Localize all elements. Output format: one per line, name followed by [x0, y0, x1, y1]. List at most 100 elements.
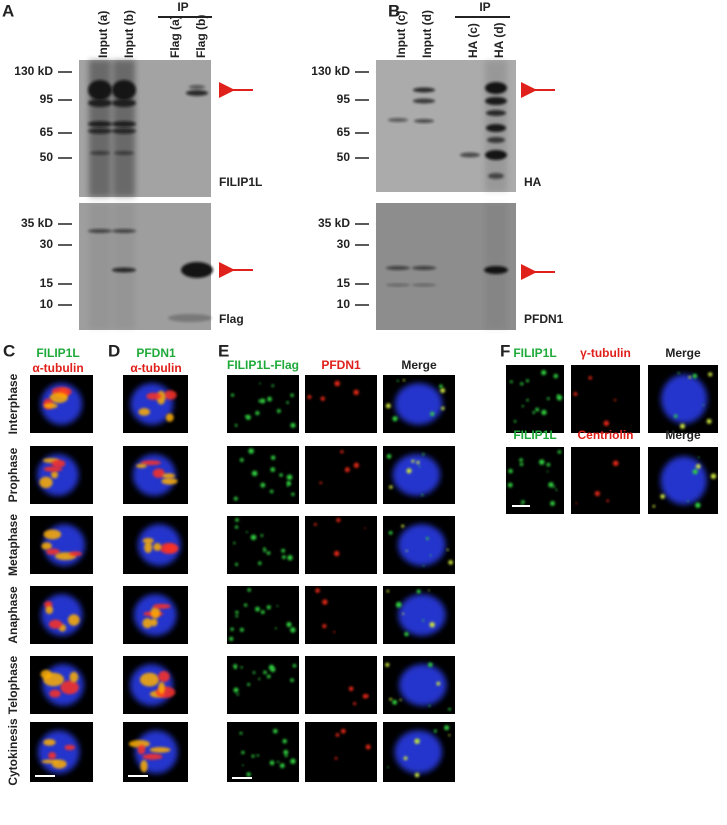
- spot: [273, 728, 278, 734]
- spot: [283, 749, 289, 755]
- marker-label: 95: [40, 92, 54, 106]
- spot: [708, 372, 713, 377]
- spot: [247, 588, 251, 592]
- spot: [436, 681, 441, 686]
- spot: [507, 482, 513, 488]
- marker-label: 50: [337, 150, 351, 164]
- spot: [526, 379, 529, 383]
- spot: [405, 549, 408, 552]
- micrograph: [305, 516, 377, 574]
- marker-label: 65: [337, 125, 351, 139]
- spot: [270, 467, 276, 472]
- micrograph-signal: [307, 380, 359, 401]
- antibody-label: FILIP1L: [219, 175, 262, 189]
- ip-label: IP: [479, 0, 490, 14]
- micrograph-signal: [130, 664, 176, 706]
- band: [485, 97, 507, 105]
- lane-label: Input (c): [394, 11, 408, 58]
- spindle: [152, 468, 165, 478]
- spindle: [51, 470, 59, 479]
- spot: [279, 763, 285, 769]
- spot: [386, 454, 392, 459]
- spot: [362, 694, 368, 699]
- band: [486, 124, 506, 132]
- band: [414, 119, 434, 123]
- column-header: FILIP1L: [513, 428, 556, 442]
- phase-label: Anaphase: [6, 586, 20, 644]
- spot: [430, 411, 435, 417]
- spot: [290, 678, 294, 682]
- spindle: [136, 463, 147, 469]
- spot: [235, 525, 239, 529]
- spindle: [39, 476, 53, 489]
- spot: [446, 548, 449, 551]
- micrograph-signal: [233, 663, 297, 696]
- spot: [365, 744, 371, 750]
- spot: [404, 632, 409, 637]
- spot: [509, 380, 513, 384]
- spot: [414, 738, 420, 744]
- nucleus: [399, 664, 447, 706]
- ip-label: IP: [177, 0, 188, 14]
- spot: [418, 465, 421, 468]
- spot: [552, 485, 556, 488]
- spot: [322, 624, 327, 629]
- spot: [386, 589, 390, 593]
- spot: [548, 482, 554, 488]
- spot: [292, 663, 297, 668]
- spot: [364, 527, 366, 530]
- spot: [603, 420, 610, 427]
- column-header: Merge: [401, 358, 437, 372]
- spot: [652, 504, 656, 508]
- band: [460, 152, 480, 158]
- spot: [353, 702, 357, 706]
- spot: [233, 664, 238, 669]
- spot: [239, 458, 244, 462]
- spot: [411, 459, 415, 463]
- spot: [271, 455, 276, 460]
- spot: [541, 370, 547, 376]
- spindle: [163, 390, 177, 400]
- spot: [513, 420, 517, 423]
- spot: [269, 760, 275, 766]
- spot: [688, 375, 692, 379]
- spot: [526, 399, 529, 402]
- spindle: [64, 744, 76, 751]
- micrograph: [227, 586, 299, 644]
- spot: [588, 376, 592, 380]
- spindle: [43, 529, 62, 540]
- spot: [256, 754, 259, 757]
- marker-label: 50: [40, 150, 54, 164]
- spot: [575, 502, 578, 505]
- micrograph-signal: [229, 588, 296, 641]
- band: [88, 229, 112, 233]
- micrograph: [227, 516, 299, 574]
- spindle: [142, 618, 153, 629]
- antibody-label: HA: [524, 175, 542, 189]
- marker-label: 10: [337, 297, 351, 311]
- column-header: γ-tubulin: [580, 346, 631, 360]
- spindle: [51, 759, 67, 769]
- spot: [286, 401, 289, 404]
- phase-label: Interphase: [6, 373, 20, 434]
- spot: [695, 502, 701, 508]
- micrograph-signal: [575, 460, 619, 505]
- spot: [546, 462, 551, 467]
- spot: [422, 564, 425, 567]
- spot: [606, 499, 610, 503]
- spot: [440, 388, 446, 393]
- spindle: [149, 747, 171, 753]
- spot: [519, 458, 523, 462]
- marker-label: 10: [40, 297, 54, 311]
- spot: [271, 384, 275, 388]
- micrograph-signal: [573, 376, 617, 427]
- spot: [319, 481, 323, 485]
- lane-label: HA (c): [466, 23, 480, 58]
- spot: [269, 489, 274, 494]
- spot: [433, 729, 437, 733]
- spot: [290, 627, 296, 633]
- band: [88, 99, 112, 107]
- band: [413, 98, 435, 104]
- spot: [239, 731, 243, 735]
- micrograph-signal: [130, 383, 177, 425]
